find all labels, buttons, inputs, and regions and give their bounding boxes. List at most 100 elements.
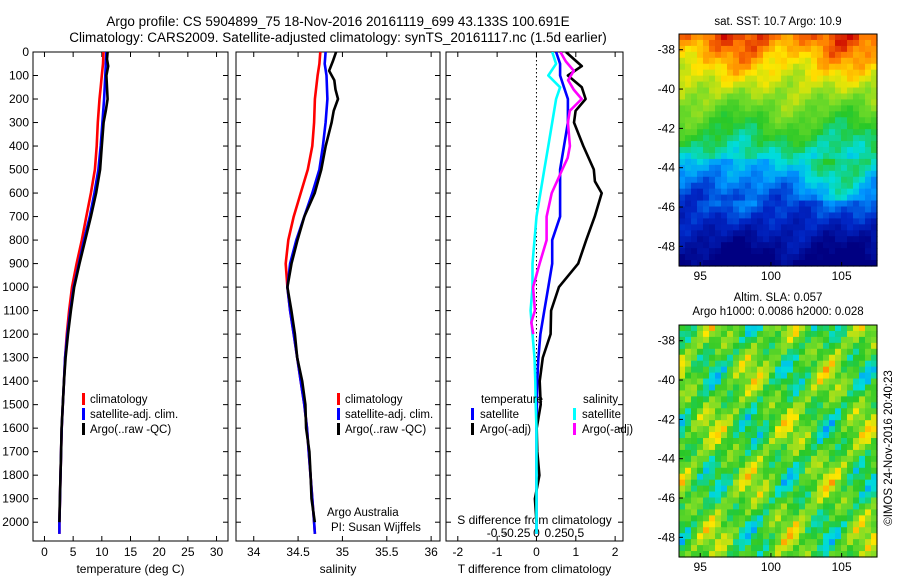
temp-legend-entry: Argo(..raw -QC) [90,424,171,436]
sst-cell [829,105,836,112]
sla-cell [697,539,704,546]
sst-cell [853,75,860,83]
sst-cell [715,254,722,261]
sst-cell [709,93,716,101]
sla-cell [793,396,800,403]
sst-cell [829,87,836,95]
sst-cell [829,152,836,160]
sla-cell [859,491,866,499]
sla-cell [793,527,800,534]
sla-cell [739,396,746,403]
sla-cell [775,402,782,409]
sst-cell [757,147,764,154]
sla-cell [703,533,710,540]
sla-cell [799,378,806,386]
sla-cell [841,366,848,374]
sla-cell [751,503,758,511]
sla-cell [709,408,716,415]
sla-cell [793,473,800,481]
sla-cell [859,325,866,332]
sla-cell [871,551,878,558]
sla-cell [751,420,758,427]
sst-cell [865,117,872,124]
sst-cell [733,188,740,196]
sst-cell [757,81,764,89]
sla-cell [829,402,836,409]
sla-cell [679,408,686,415]
sla-cell [841,461,848,469]
sst-cell [871,206,878,214]
sst-cell [691,152,698,160]
sla-cell [775,545,782,552]
sla-cell [859,432,866,439]
sla-cell [835,390,842,397]
sst-cell [811,141,818,148]
sla-cell [811,414,818,421]
sla-cell [739,390,746,397]
sla-cell [751,539,758,546]
sst-cell [727,212,734,220]
sla-cell [685,414,692,421]
sla-cell [757,390,764,397]
sla-cell [751,527,758,534]
sst-cell [709,164,716,172]
sla-cell [745,491,752,499]
sla-cell [679,533,686,540]
sla-cell [733,378,740,386]
sla-cell [769,384,776,392]
sst-cell [781,57,788,65]
sla-cell [835,414,842,421]
sla-cell [721,533,728,540]
sst-cell [769,254,776,261]
sst-field [679,34,878,267]
sst-cell [691,188,698,196]
sst-cell [775,87,782,95]
sst-cell [865,147,872,154]
sla-cell [823,366,830,374]
sst-cell [715,45,722,53]
sst-cell [733,63,740,71]
sst-cell [685,200,692,208]
sla-cell [871,485,878,493]
sst-cell [793,260,800,267]
sst-cell [685,69,692,77]
sst-cell [835,45,842,53]
sst-cell [733,218,740,225]
sla-cell [697,491,704,499]
sst-cell [781,105,788,112]
sla-cell [769,479,776,487]
sla-cell [769,354,776,362]
sst-cell [721,164,728,172]
sla-cell [751,325,758,332]
sla-cell [799,449,806,457]
sla-cell [709,402,716,409]
sst-cell [853,194,860,202]
sla-cell [871,354,878,362]
sst-frame [678,33,878,267]
sst-cell [799,224,806,231]
sst-cell [679,248,686,255]
sla-cell [817,348,824,356]
sla-cell [805,521,812,528]
sla-cell [745,372,752,380]
sla-cell [829,354,836,362]
sla-cell [787,325,794,332]
sst-cell [751,206,758,214]
sst-cell [811,152,818,160]
sla-cell [847,325,854,332]
sla-cell [817,533,824,540]
sla-cell [685,348,692,356]
sst-cell [685,164,692,172]
sst-cell [757,34,764,41]
sla-cell [721,551,728,558]
sla-cell [709,515,716,522]
sla-cell [853,426,860,433]
sla-cell [865,515,872,522]
sst-cell [829,111,836,118]
sst-cell [853,45,860,53]
sla-cell [733,515,740,522]
sst-cell [811,248,818,255]
sla-cell [865,545,872,552]
sla-cell [691,485,698,493]
depth-tick-label: 400 [9,139,29,153]
